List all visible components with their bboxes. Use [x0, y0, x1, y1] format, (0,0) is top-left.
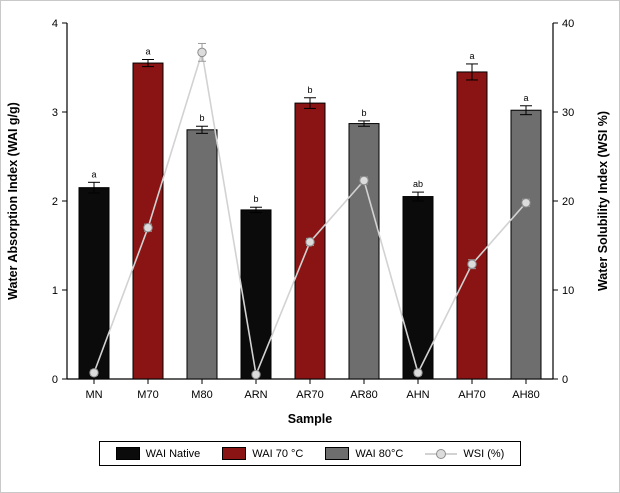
category-label: ARN: [244, 389, 267, 401]
legend-item: WSI (%): [425, 448, 504, 460]
wsi-marker: [251, 369, 261, 380]
chart-canvas: 01234010203040aMNaM70bM80bARNbAR70bAR80a…: [6, 18, 610, 426]
x-axis-title: Sample: [288, 412, 333, 426]
legend-label: WAI 80°C: [355, 447, 404, 460]
legend-item: WAI 80°C: [325, 447, 403, 460]
bar: [510, 109, 542, 380]
category-label: AR80: [350, 389, 378, 401]
category-label: MN: [85, 389, 102, 401]
wsi-marker: [413, 368, 423, 378]
sig-letter: a: [523, 93, 528, 103]
legend-bar-swatch: [115, 447, 140, 460]
sig-letter: a: [91, 169, 96, 179]
y-axis-left-title: Water Absorption Index (WAI g/g): [6, 102, 20, 300]
sig-letter: b: [361, 108, 366, 118]
wsi-marker: [143, 223, 153, 233]
bar: [78, 187, 110, 380]
legend-label: WAI Native: [145, 447, 201, 460]
right-tick-label: 10: [562, 285, 574, 297]
right-tick-label: 0: [562, 374, 568, 386]
wsi-marker: [359, 175, 369, 186]
left-tick-label: 1: [52, 285, 58, 297]
right-tick-label: 40: [562, 18, 574, 30]
chart-legend: WAI Native WAI 70 °C WAI 80°C WSI (%): [98, 441, 522, 466]
bar: [456, 71, 488, 380]
wsi-marker: [305, 237, 315, 247]
wsi-marker: [89, 368, 99, 378]
left-tick-label: 4: [52, 18, 58, 30]
right-tick-label: 20: [562, 196, 574, 208]
sig-letter: b: [253, 194, 258, 204]
legend-item: WAI 70 °C: [222, 447, 303, 460]
category-label: AH80: [512, 389, 540, 401]
right-tick-label: 30: [562, 107, 574, 119]
legend-label: WSI (%): [463, 447, 505, 460]
left-tick-label: 2: [52, 196, 58, 208]
category-label: M80: [191, 389, 212, 401]
sig-letter: a: [145, 46, 150, 56]
category-label: AR70: [296, 389, 324, 401]
legend-marker-icon: [436, 448, 447, 459]
sig-letter: b: [307, 85, 312, 95]
bar: [186, 129, 218, 380]
legend-label: WAI 70 °C: [252, 447, 304, 460]
category-label: AHN: [406, 389, 429, 401]
left-tick-label: 3: [52, 107, 58, 119]
legend-line-swatch: [425, 448, 458, 460]
legend-bar-swatch: [325, 447, 350, 460]
category-label: M70: [137, 389, 158, 401]
legend-item: WAI Native: [115, 447, 201, 460]
wsi-marker: [521, 198, 531, 208]
wsi-marker: [197, 47, 207, 58]
bar: [348, 123, 380, 380]
sig-letter: b: [199, 113, 204, 123]
category-label: AH70: [458, 389, 486, 401]
wsi-marker: [467, 259, 477, 269]
bar: [240, 209, 272, 380]
sig-letter: ab: [413, 179, 423, 189]
left-tick-label: 0: [52, 374, 58, 386]
legend-bar-swatch: [222, 447, 247, 460]
sig-letter: a: [469, 51, 474, 61]
y-axis-right-title: Water Solubility Index (WSI %): [596, 111, 610, 291]
bar: [132, 62, 164, 380]
